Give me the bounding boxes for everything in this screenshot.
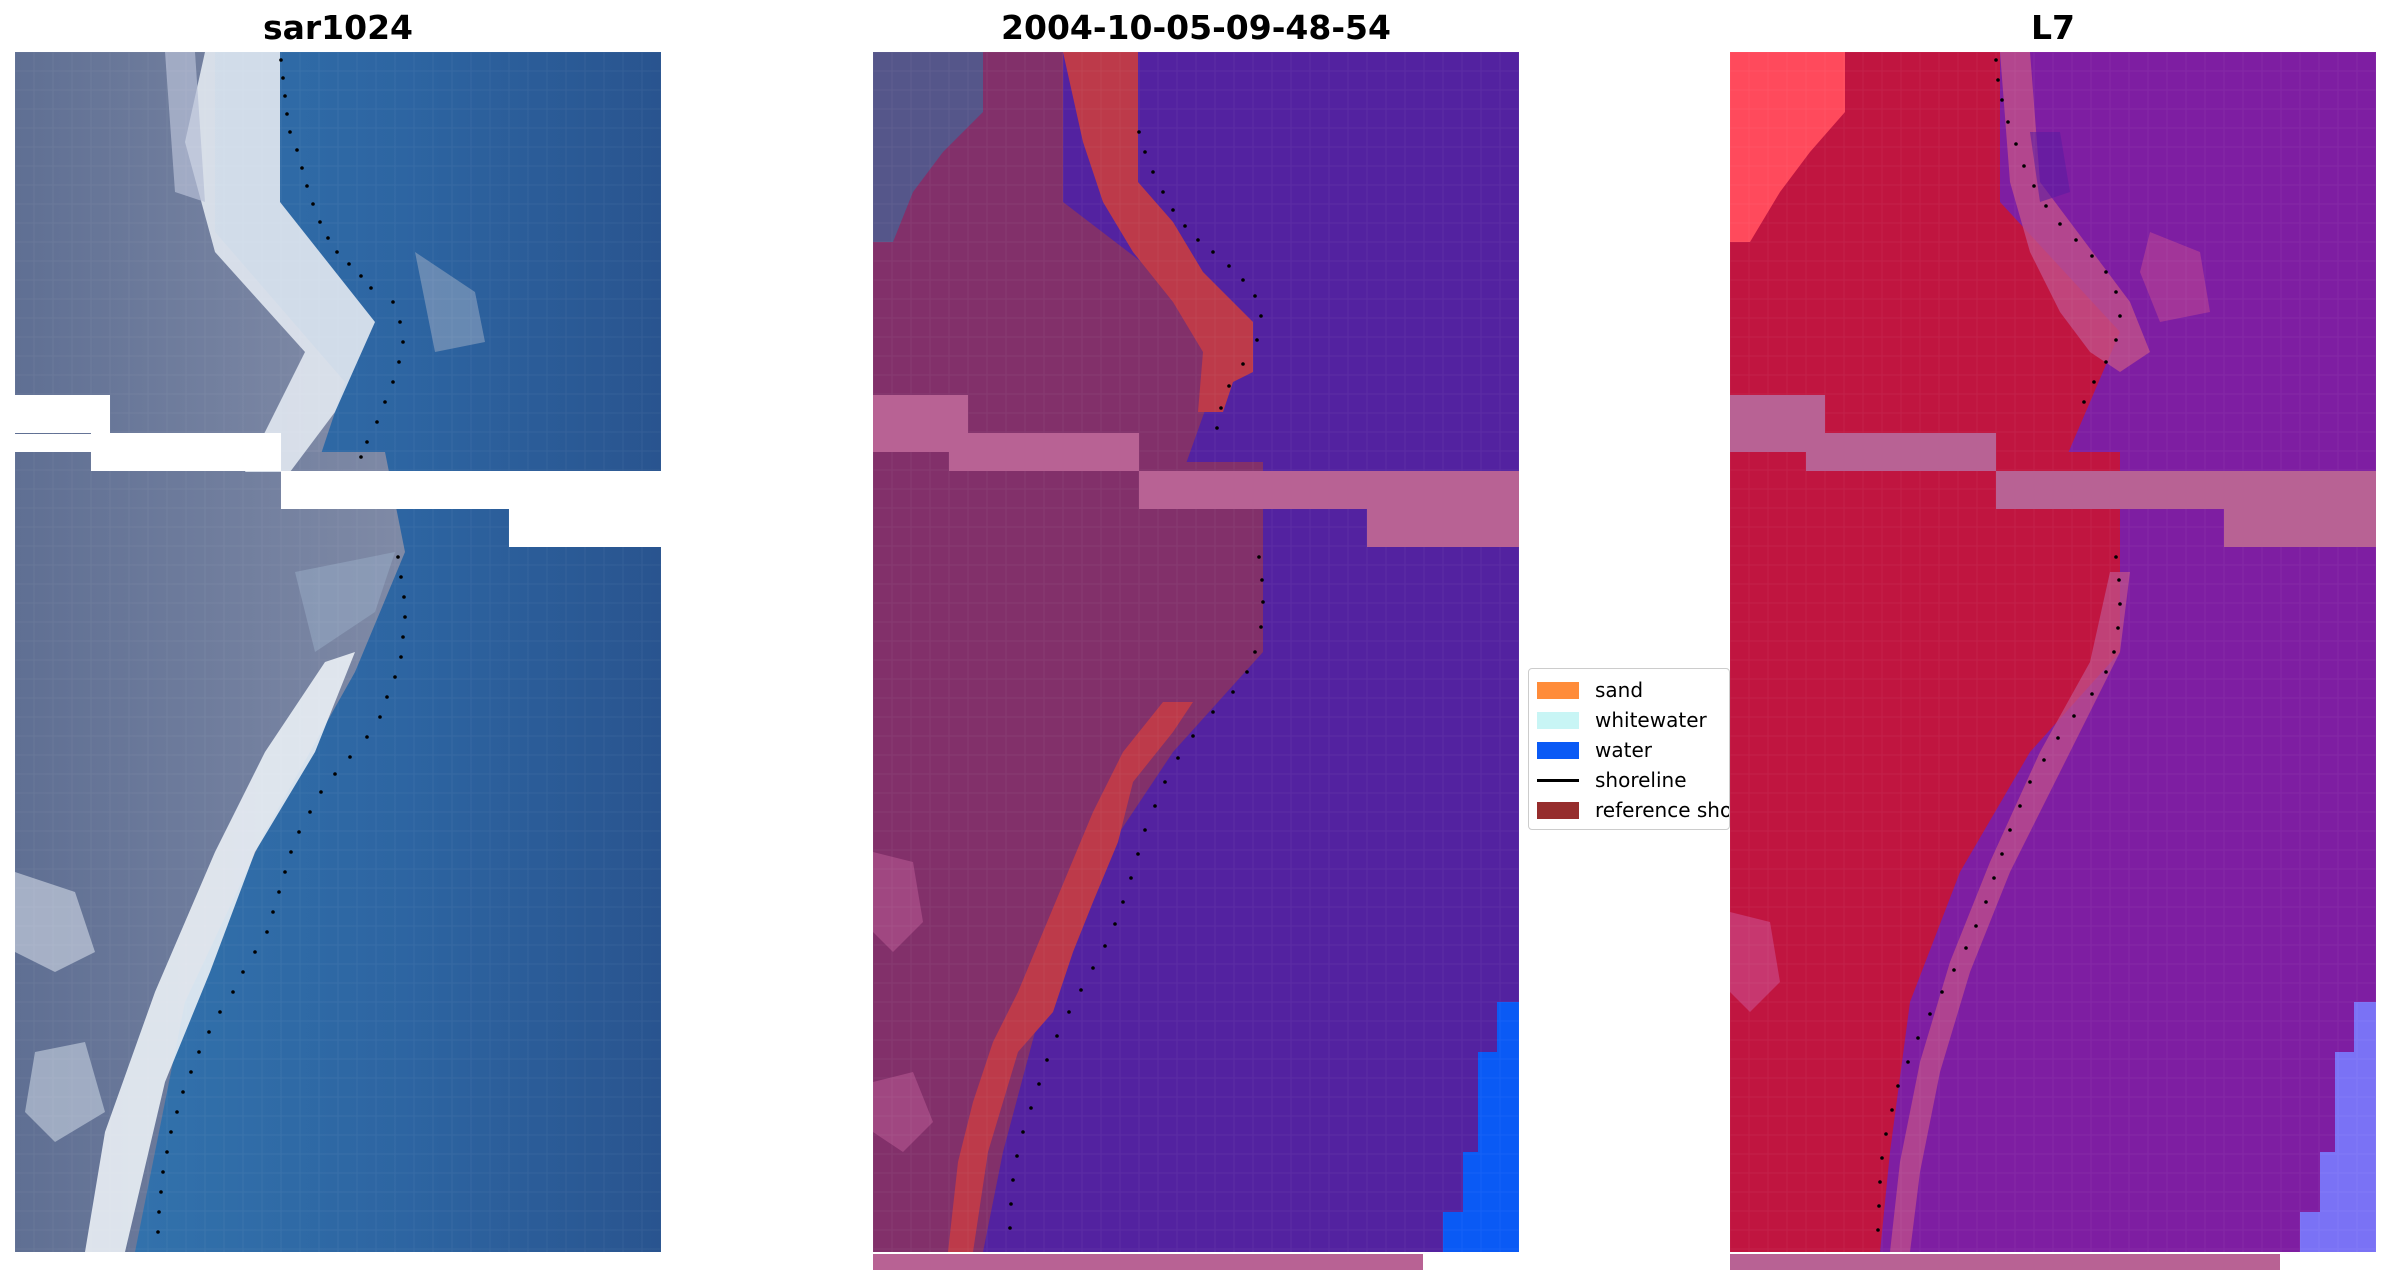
classification-panel: 2004-10-05-09-48-54 bbox=[873, 0, 1519, 1283]
l7-panel: L7 bbox=[1730, 0, 2376, 1283]
sand-swatch bbox=[1537, 681, 1579, 699]
legend-item-reference-shoreline: reference shoreline bbox=[1537, 797, 1729, 823]
legend-label-reference-shoreline: reference shoreline bbox=[1595, 798, 1729, 822]
rgb-panel: sar1024 bbox=[15, 0, 661, 1283]
nodata-band bbox=[1730, 395, 2376, 547]
water-swatch bbox=[1537, 741, 1579, 759]
nodata-gap bbox=[15, 434, 91, 452]
shoreline-line-sample bbox=[1537, 778, 1579, 782]
panel-title-l7: L7 bbox=[2031, 8, 2075, 47]
classification-image bbox=[873, 52, 1519, 1270]
legend-label-shoreline: shoreline bbox=[1595, 768, 1687, 792]
rgb-satellite-image bbox=[15, 52, 661, 1252]
legend-item-whitewater: whitewater bbox=[1537, 707, 1707, 733]
bottom-nodata-strip bbox=[873, 1254, 1423, 1270]
l7-index-image bbox=[1730, 52, 2376, 1270]
whitewater-swatch bbox=[1537, 711, 1579, 729]
nodata-band bbox=[873, 395, 1519, 547]
legend-item-shoreline: shoreline bbox=[1537, 767, 1687, 793]
reference-shoreline-swatch bbox=[1537, 801, 1579, 819]
legend-label-water: water bbox=[1595, 738, 1652, 762]
panel-title-rgb: sar1024 bbox=[262, 8, 414, 47]
shoreline-dots bbox=[156, 58, 407, 1234]
legend: sand whitewater water shoreline referenc… bbox=[1528, 668, 1730, 830]
shoreline-dots bbox=[1876, 58, 2122, 1232]
legend-label-sand: sand bbox=[1595, 678, 1644, 702]
panel-title-classification: 2004-10-05-09-48-54 bbox=[1001, 8, 1391, 47]
nodata-gap bbox=[509, 509, 661, 547]
nodata-gap bbox=[91, 433, 281, 471]
legend-item-water: water bbox=[1537, 737, 1652, 763]
legend-item-sand: sand bbox=[1537, 677, 1643, 703]
shoreline-dots bbox=[1008, 130, 1265, 1230]
bottom-nodata-strip bbox=[1730, 1254, 2280, 1270]
legend-label-whitewater: whitewater bbox=[1595, 708, 1707, 732]
nodata-gap bbox=[15, 395, 110, 433]
nodata-gap bbox=[281, 471, 661, 509]
